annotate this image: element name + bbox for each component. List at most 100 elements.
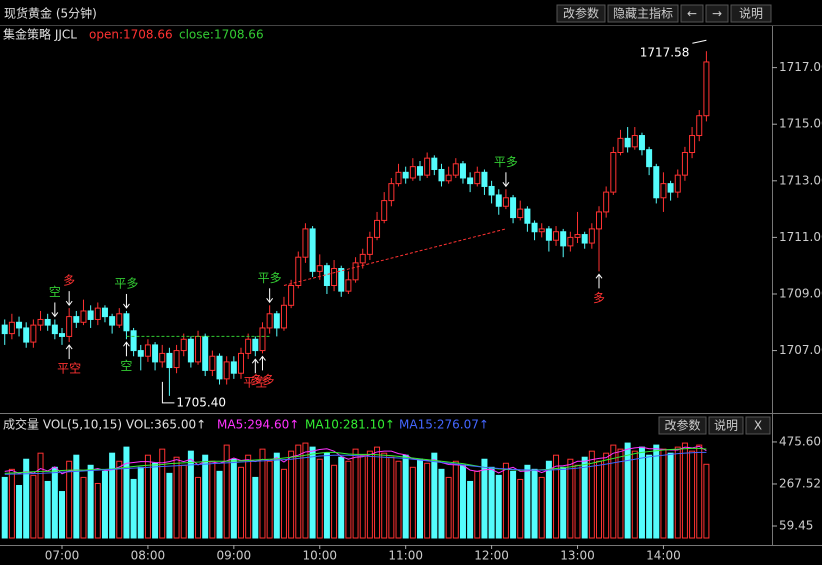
x-tick-label: 12:00 [474,549,509,563]
x-tick-label: 13:00 [560,549,595,563]
volume-bar [159,448,166,539]
volume-bar [130,478,137,539]
candle-body [295,256,302,286]
candle-body [545,228,552,241]
volume-bar [424,462,431,539]
candle-body [653,166,660,199]
candle-body [202,335,209,371]
volume-bar [474,470,481,539]
volume-bar [603,452,610,539]
volume-bar [388,456,395,539]
button[interactable] [708,416,744,435]
candle-body [638,135,645,151]
candle-body [517,208,524,219]
volume-bar [467,480,474,539]
candle-body [359,253,366,264]
open-label: open:1708.66 [89,28,173,42]
button-label[interactable]: ← [687,7,697,21]
volume-bar [596,460,602,539]
volume-bar [638,446,645,539]
volume-bar [266,460,273,539]
volume-bar [502,462,509,539]
button-label[interactable]: X [754,419,762,433]
signal-arrowhead [502,181,510,188]
volume-bar [80,476,87,539]
candle-body [689,135,696,154]
candle-body [388,183,395,202]
signal-arrowhead [123,341,130,347]
signal-arrowhead [65,300,73,306]
candle-body [581,234,588,244]
signal-arrowhead [595,273,603,279]
candle-body [16,321,23,329]
volume-bar [202,454,209,539]
button[interactable] [705,4,729,23]
volume-bar [187,450,194,539]
volume-bar [101,470,108,539]
candle-body [73,316,80,323]
candle-body [209,355,216,371]
signal-label: 平多 [114,276,138,290]
button-label[interactable]: 改参数 [664,418,700,433]
candle-body [288,284,295,306]
volume-bar [395,460,402,539]
button-label[interactable]: 改参数 [563,6,599,21]
candle-body [381,200,388,221]
button-label[interactable]: 说明 [714,418,738,433]
volume-bar [309,446,316,539]
candle-body [646,149,653,168]
candle-body [603,191,610,213]
candle-body [216,355,223,380]
candle-body [402,171,409,179]
volume-bar [259,448,266,539]
volume-bar [245,454,252,539]
candle-body [331,268,338,286]
volume-bar [23,458,30,539]
volume-bar [653,444,660,539]
volume-bar [445,476,452,539]
candle-body [395,171,402,185]
candle-body [524,208,531,224]
candle-body [123,313,130,332]
button-label[interactable]: → [712,7,722,21]
candle-body [59,333,65,337]
volume-bar [1,476,8,539]
volume-bar [338,456,345,539]
volume-bar [689,450,696,539]
candle-body [316,265,323,272]
volume-bar [567,458,574,539]
signal-arrowhead [65,344,73,350]
candle-body [660,183,667,199]
volume-bar [538,476,545,539]
button[interactable] [680,4,704,23]
button[interactable] [745,416,771,435]
volume-bar [73,454,80,539]
volume-bar [30,474,37,539]
volume-bar [152,462,159,539]
volume-bar [230,458,237,539]
candle-body [180,338,187,352]
candle-body [703,61,710,117]
button[interactable] [658,416,707,435]
volume-bar [238,466,244,539]
button[interactable] [607,4,679,23]
candle-body [309,228,316,272]
button-label[interactable]: 说明 [739,6,763,21]
button[interactable] [556,4,606,23]
legend-entry: MA5:294.60↑ [217,418,299,432]
volume-bar [280,468,287,539]
button[interactable] [730,4,772,23]
volume-bar [438,468,445,539]
y-tick-label: 267.52 [779,476,821,490]
signal-label: 空 [120,359,132,373]
volume-bar [524,464,531,539]
volume-bar [166,472,173,539]
candle-body [195,335,202,363]
volume-bar [409,466,416,539]
candle-body [187,338,194,363]
button-label[interactable]: 隐藏主指标 [613,6,673,21]
high-label: 1717.58 [640,46,690,60]
indicator-name: 集金策略 JJCL [3,27,77,42]
volume-bar [123,446,130,539]
legend-entry: MA10:281.10↑ [305,418,395,432]
